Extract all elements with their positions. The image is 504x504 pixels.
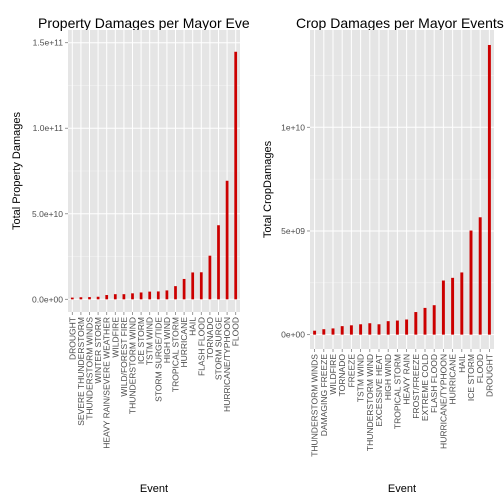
x-tick-label: EXCESSIVE HEAT: [374, 354, 384, 427]
plot-panel: [310, 30, 494, 349]
bar-tropical-storm: [395, 320, 399, 335]
x-tick-label: FROST/FREEZE: [411, 354, 421, 419]
bar-tropical-storm: [174, 286, 177, 300]
chart-panel-2: Crop Damages per Mayor Events 0e+00 5e+09 1…: [262, 15, 504, 495]
bar-tornado: [208, 255, 212, 300]
bar-hurricane: [451, 277, 455, 335]
x-tick-label: WILD/FOREST FIRE: [119, 317, 129, 397]
bar-freeze: [349, 325, 353, 335]
x-tick-label: THUNDERSTORM WINDS: [310, 354, 320, 457]
bar-hurricane-typhoon: [441, 280, 445, 335]
bar-tstm-wind: [359, 324, 363, 335]
x-tick-label: HURRICANE: [448, 354, 458, 405]
bar-drought: [70, 297, 74, 300]
bar-thunderstorm-wind: [131, 293, 134, 300]
bar-drought: [487, 44, 491, 335]
y-tick-label: 1.5e+11: [33, 38, 64, 48]
x-tick-label: HEAVY RAIN: [402, 354, 412, 405]
x-tick-label: TORNADO: [205, 317, 215, 360]
x-tick-label: DROUGHT: [67, 317, 77, 360]
chart-title: Property Damages per Mayor Eve: [38, 15, 250, 31]
x-tick-label: FLOOD: [231, 317, 241, 346]
y-tick-label: 1.0e+11: [33, 123, 64, 133]
bar-heavy-rain-severe-weather: [105, 295, 109, 300]
x-tick-label: DROUGHT: [484, 354, 494, 397]
bar-thunderstorm-winds: [313, 330, 317, 335]
x-tick-label: FREEZE: [346, 354, 356, 388]
bar-ice-storm: [139, 292, 143, 300]
x-tick-label: TROPICAL STORM: [392, 354, 402, 429]
x-tick-label: HURRICANE: [179, 317, 189, 368]
bar-severe-thunderstorm: [79, 297, 83, 300]
bar-hail: [460, 272, 464, 335]
x-tick-label: HIGH WIND: [162, 317, 172, 363]
x-tick-label: TSTM WIND: [145, 317, 155, 365]
x-tick-label: DAMAGING FREEZE: [319, 354, 329, 437]
bar-thunderstorm-winds: [88, 297, 91, 300]
bar-extreme-cold: [423, 307, 427, 335]
bar-hurricane: [182, 278, 186, 300]
bar-excessive-heat: [377, 324, 381, 335]
x-tick-label: EXTREME COLD: [420, 354, 430, 421]
bar-wildfire: [331, 328, 335, 335]
bar-flood: [478, 217, 482, 335]
y-axis-title: Total Property Damages: [11, 112, 23, 230]
x-tick-label: FLASH FLOOD: [196, 317, 206, 376]
bar-wild-forest-fire: [122, 294, 126, 300]
bar-hail: [191, 272, 195, 300]
bar-flood: [234, 51, 238, 300]
bar-storm-surge-tide: [156, 291, 160, 300]
x-tick-label: STORM SURGE/TIDE: [153, 317, 163, 402]
y-tick-label: 1e+10: [281, 122, 305, 132]
x-tick-label: SEVERE THUNDERSTORM: [76, 317, 86, 426]
x-axis-title: Event: [388, 483, 416, 495]
x-tick-label: THUNDERSTORM WIND: [365, 354, 375, 451]
x-tick-label: ICE STORM: [466, 354, 476, 401]
y-axis-title: Total CropDamages: [262, 140, 274, 238]
bar-heavy-rain: [405, 319, 409, 335]
x-tick-label: WINTER STORM: [93, 317, 103, 383]
bar-high-wind: [165, 290, 169, 300]
y-tick-label: 0e+00: [281, 330, 305, 340]
x-tick-label: HURRICANE/TYPHOON: [438, 354, 448, 449]
x-tick-label: FLOOD: [475, 354, 485, 383]
bar-high-wind: [386, 321, 390, 335]
y-tick-label: 5.0e+10: [32, 209, 63, 219]
bar-frost-freeze: [414, 312, 418, 335]
x-tick-label: STORM SURGE: [214, 317, 224, 380]
x-tick-label: HAIL: [457, 354, 467, 373]
x-tick-label: HEAVY RAIN/SEVERE WEATHER: [102, 317, 112, 449]
bar-hurricane-typhoon: [225, 180, 229, 300]
bar-damaging-freeze: [322, 329, 326, 335]
bar-thunderstorm-wind: [368, 323, 372, 335]
bar-tstm-wind: [148, 291, 152, 300]
x-tick-label: THUNDERSTORM WIND: [128, 317, 138, 414]
chart-panel-1: Property Damages per Mayor Eve 0.0e+00 5.0…: [11, 15, 250, 495]
x-tick-label: HURRICANE/TYPHOON: [222, 317, 232, 412]
x-axis-title: Event: [140, 483, 168, 495]
x-tick-label: TSTM WIND: [356, 354, 366, 402]
x-tick-label: HAIL: [188, 317, 198, 336]
x-tick-label: HIGH WIND: [383, 354, 393, 400]
bar-wildfire: [113, 294, 117, 300]
x-tick-label: THUNDERSTORM WINDS: [85, 317, 95, 420]
x-tick-label: FLASH FLOOD: [429, 354, 439, 413]
x-tick-label: WILDFIRE: [110, 317, 120, 358]
x-tick-label: WILDFIRE: [328, 354, 338, 395]
bar-winter-storm: [96, 296, 100, 300]
y-tick-label: 0.0e+00: [32, 294, 63, 304]
y-tick-label: 5e+09: [281, 226, 305, 236]
bar-tornado: [340, 326, 344, 335]
bar-ice-storm: [469, 230, 473, 335]
x-tick-label: ICE STORM: [136, 317, 146, 364]
bar-flash-flood: [432, 305, 436, 335]
bar-storm-surge: [217, 225, 220, 300]
chart-title: Crop Damages per Mayor Events: [296, 15, 504, 31]
x-tick-label: TORNADO: [337, 354, 347, 397]
x-tick-label: TROPICAL STORM: [171, 317, 181, 392]
bar-flash-flood: [199, 272, 203, 300]
